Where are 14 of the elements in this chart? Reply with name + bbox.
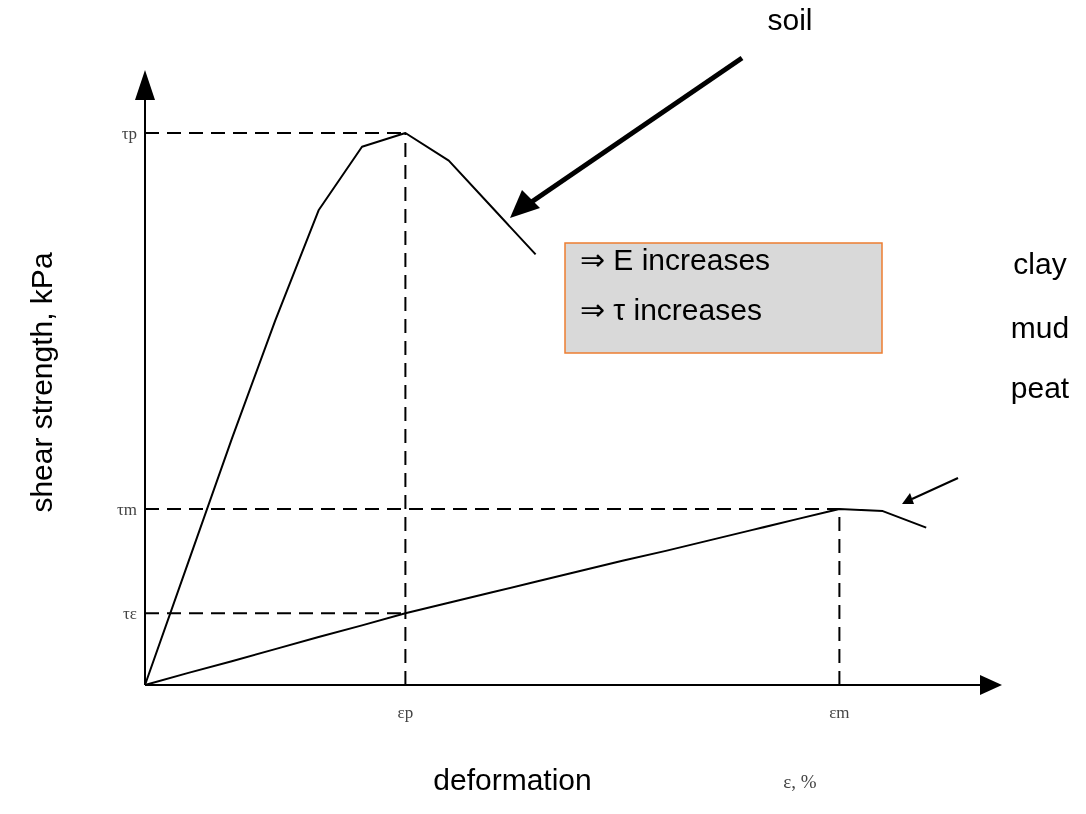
text: soil — [767, 3, 813, 36]
ref-line-label: τp — [121, 124, 137, 143]
y-axis-title: shear strength, kPa — [25, 252, 58, 513]
ref-line-label: τε — [123, 604, 137, 624]
text: mud — [1010, 311, 1070, 344]
x-tick-label: εm — [829, 703, 850, 722]
annotation: ⇒ τ increases — [580, 293, 762, 326]
x-axis-title: deformation — [433, 763, 592, 796]
text: peat — [1010, 371, 1070, 404]
text: ε, % — [783, 771, 817, 792]
text: clay — [1013, 247, 1067, 280]
annotation: ⇒ E increases — [580, 243, 771, 276]
ref-line-label: τm — [116, 499, 137, 519]
x-tick-label: εp — [397, 703, 414, 722]
